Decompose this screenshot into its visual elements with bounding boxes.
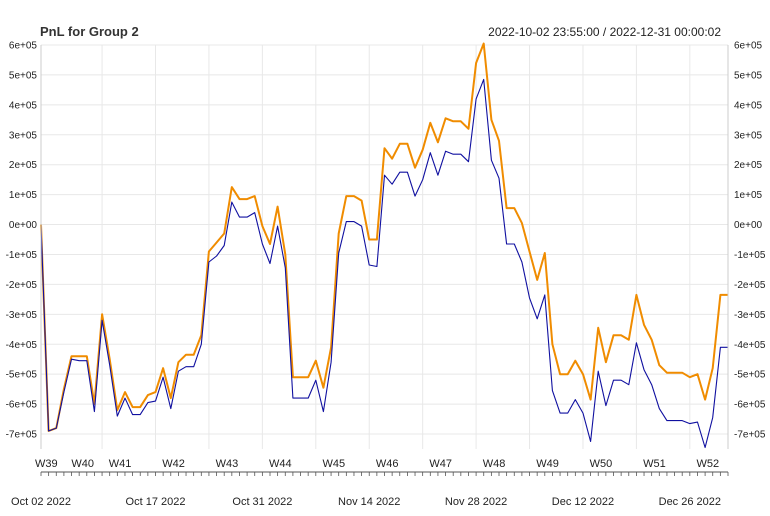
y-tick-label-left: -7e+05 [6,430,38,441]
y-tick-label-left: -1e+05 [6,250,38,261]
y-tick-label-left: -5e+05 [6,370,38,381]
y-tick-label-right: 0e+00 [734,220,763,231]
y-tick-label-left: 5e+05 [9,70,38,81]
series-lines [40,42,728,449]
week-label: W41 [109,458,132,470]
y-tick-label-right: 2e+05 [734,160,763,171]
y-tick-label-left: 6e+05 [9,41,38,52]
week-label: W50 [590,458,613,470]
date-label: Oct 02 2022 [11,496,71,508]
y-tick-label-right: -7e+05 [734,430,766,441]
y-tick-label-left: -4e+05 [6,340,38,351]
y-tick-label-right: -6e+05 [734,400,766,411]
y-tick-label-right: 4e+05 [734,100,763,111]
y-tick-label-right: 1e+05 [734,190,763,201]
y-tick-label-left: 2e+05 [9,160,38,171]
y-axis-right: 6e+05 5e+05 4e+05 3e+05 2e+05 1e+05 0e+00 -1e+0… [734,41,766,441]
week-label: W43 [216,458,239,470]
y-tick-label-right: -2e+05 [734,280,766,291]
week-label: W52 [697,458,720,470]
week-label: W40 [71,458,94,470]
date-label: Oct 17 2022 [126,496,186,508]
y-tick-label-left: 3e+05 [9,130,38,141]
y-tick-label-right: -1e+05 [734,250,766,261]
grid-lines [41,44,728,449]
date-label: Dec 26 2022 [659,496,721,508]
y-tick-label-right: -4e+05 [734,340,766,351]
y-tick-label-right: 5e+05 [734,70,763,81]
y-tick-label-left: -6e+05 [6,400,38,411]
x-axis: W39 W40 W41 W42 W43 W44 W45 W46 W47 W48 W49 W50 W51 W… [11,45,729,508]
date-range-label: 2022-10-02 23:55:00 / 2022-12-31 00:00:0… [488,25,721,39]
week-label: W49 [536,458,559,470]
week-label: W45 [322,458,345,470]
date-label: Nov 14 2022 [338,496,400,508]
y-tick-label-left: -3e+05 [6,310,38,321]
date-label: Nov 28 2022 [445,496,507,508]
y-tick-label-right: -3e+05 [734,310,766,321]
y-tick-label-right: -5e+05 [734,370,766,381]
week-label: W46 [376,458,399,470]
y-tick-label-left: 4e+05 [9,100,38,111]
series-line-2 [40,78,728,449]
y-tick-label-right: 3e+05 [734,130,763,141]
y-tick-label-left: -2e+05 [6,280,38,291]
y-tick-label-left: 1e+05 [9,190,38,201]
series-line-1 [40,42,728,432]
week-label: W47 [429,458,452,470]
y-axis-left: 6e+05 5e+05 4e+05 3e+05 2e+05 1e+05 0e+00 -1e+0… [6,41,38,441]
week-label: W51 [643,458,666,470]
week-label: W48 [483,458,506,470]
date-label: Oct 31 2022 [232,496,292,508]
y-tick-label-right: 6e+05 [734,41,763,52]
week-label: W42 [162,458,185,470]
date-label: Dec 12 2022 [552,496,614,508]
week-label: W44 [269,458,292,470]
chart-title: PnL for Group 2 [40,24,139,39]
y-tick-label-left: 0e+00 [9,220,38,231]
week-label: W39 [35,458,58,470]
